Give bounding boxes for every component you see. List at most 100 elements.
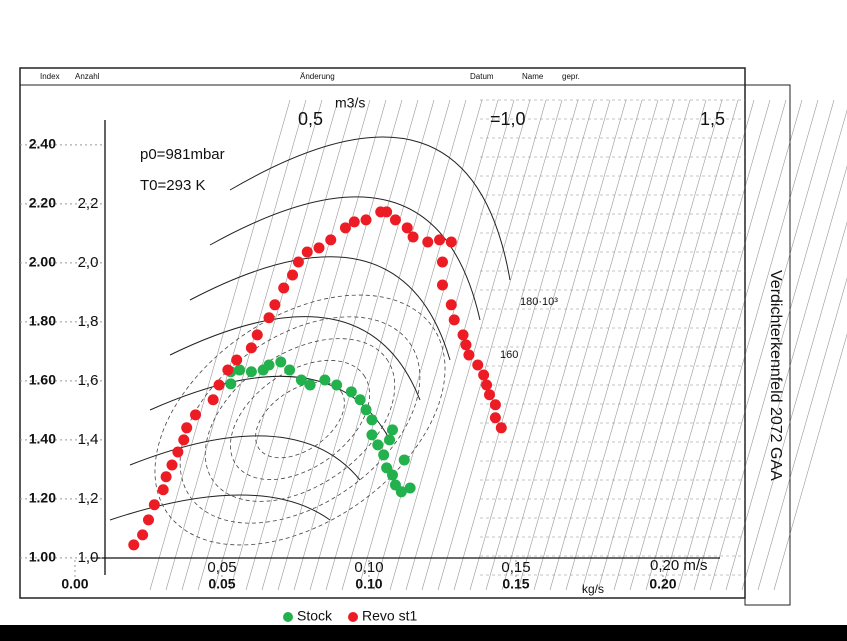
data-point	[222, 364, 234, 376]
data-point	[384, 434, 396, 446]
data-point	[325, 234, 337, 246]
data-point	[345, 386, 357, 398]
scan-y-label: 2,2	[78, 195, 99, 212]
data-point	[234, 364, 246, 376]
scan-line	[549, 99, 691, 591]
data-point	[213, 379, 225, 391]
annotation: T0=293 K	[140, 177, 205, 194]
scan-line	[437, 99, 579, 591]
speed-line	[169, 316, 421, 401]
efficiency-island	[230, 360, 370, 480]
data-point	[178, 434, 190, 446]
data-point	[190, 409, 202, 421]
scan-line	[725, 165, 847, 591]
data-point	[245, 342, 257, 354]
scan-line	[165, 99, 307, 591]
y-tick-label: 1.60	[29, 372, 56, 388]
scan-x-label: 0,05	[207, 559, 236, 576]
data-point	[245, 366, 257, 378]
data-point	[339, 222, 351, 234]
data-point	[172, 446, 184, 458]
data-point	[472, 359, 484, 371]
data-point	[313, 242, 325, 254]
speed-line	[209, 196, 481, 321]
data-point	[366, 414, 378, 426]
legend-label: Stock	[297, 608, 333, 624]
speed-line	[109, 494, 331, 521]
data-point	[489, 412, 501, 424]
legend-label: Revo st1	[362, 608, 417, 624]
data-point	[386, 469, 398, 481]
header-cell: Name	[522, 72, 544, 81]
data-point	[137, 529, 149, 541]
speed-line	[129, 435, 361, 481]
speed-line	[189, 256, 451, 361]
scan-line	[709, 109, 847, 591]
scan-line	[757, 277, 847, 591]
header-cell: Index	[40, 72, 60, 81]
annotation: 160	[500, 349, 518, 361]
scan-line	[693, 99, 835, 591]
x-tick-label: 0.05	[208, 576, 235, 592]
data-point	[128, 539, 140, 551]
annotation: Verdichterkennfeld 2072 GAA	[767, 270, 784, 481]
data-point	[436, 256, 448, 268]
data-point	[263, 312, 275, 324]
data-point	[386, 424, 398, 436]
data-point	[360, 404, 372, 416]
data-point	[495, 422, 507, 434]
scan-x-label: 0,15	[501, 559, 530, 576]
data-point	[404, 482, 416, 494]
data-point	[301, 246, 313, 258]
data-point	[231, 354, 243, 366]
scan-line	[565, 99, 707, 591]
scan-line	[533, 99, 675, 591]
scan-line	[325, 99, 467, 591]
scan-line	[245, 99, 387, 591]
scan-x-label: 0,10	[354, 559, 383, 576]
data-point	[278, 282, 290, 294]
data-point	[395, 486, 407, 498]
scan-line	[485, 99, 627, 591]
data-point	[160, 471, 172, 483]
annotation: 0,5	[298, 109, 323, 129]
scan-line	[149, 99, 291, 591]
data-point	[457, 329, 469, 341]
scan-y-label: 1,2	[78, 490, 99, 507]
header-cell: Anzahl	[75, 72, 100, 81]
data-point	[460, 339, 472, 351]
efficiency-island	[255, 381, 345, 459]
scan-line	[405, 99, 547, 591]
data-point	[398, 454, 410, 466]
data-point	[484, 389, 496, 401]
data-point	[378, 449, 390, 461]
data-point	[148, 499, 160, 511]
data-point	[304, 379, 316, 391]
scan-line	[613, 99, 755, 591]
scan-line	[661, 99, 803, 591]
data-point	[448, 314, 460, 326]
scan-y-label: 1,0	[78, 549, 99, 566]
data-point	[463, 349, 475, 361]
y-tick-label: 1.80	[29, 313, 56, 329]
scan-line	[261, 99, 403, 591]
x-tick-label: 0.00	[61, 576, 88, 592]
data-point	[445, 299, 457, 311]
scan-line	[197, 99, 339, 591]
header-cell: Datum	[470, 72, 494, 81]
scan-y-label: 1,8	[78, 313, 99, 330]
scan-line	[229, 99, 371, 591]
bottom-bar	[0, 625, 847, 641]
annotation: =1,0	[490, 109, 526, 129]
scan-y-label: 1,6	[78, 372, 99, 389]
data-point	[287, 269, 299, 281]
header-cell: gepr.	[562, 72, 580, 81]
data-point	[348, 216, 360, 228]
scan-line	[741, 221, 847, 591]
annotation: 1,5	[700, 109, 725, 129]
data-point	[142, 514, 154, 526]
annotation: 180·10³	[520, 296, 558, 308]
data-point	[275, 356, 287, 368]
data-point	[478, 369, 490, 381]
